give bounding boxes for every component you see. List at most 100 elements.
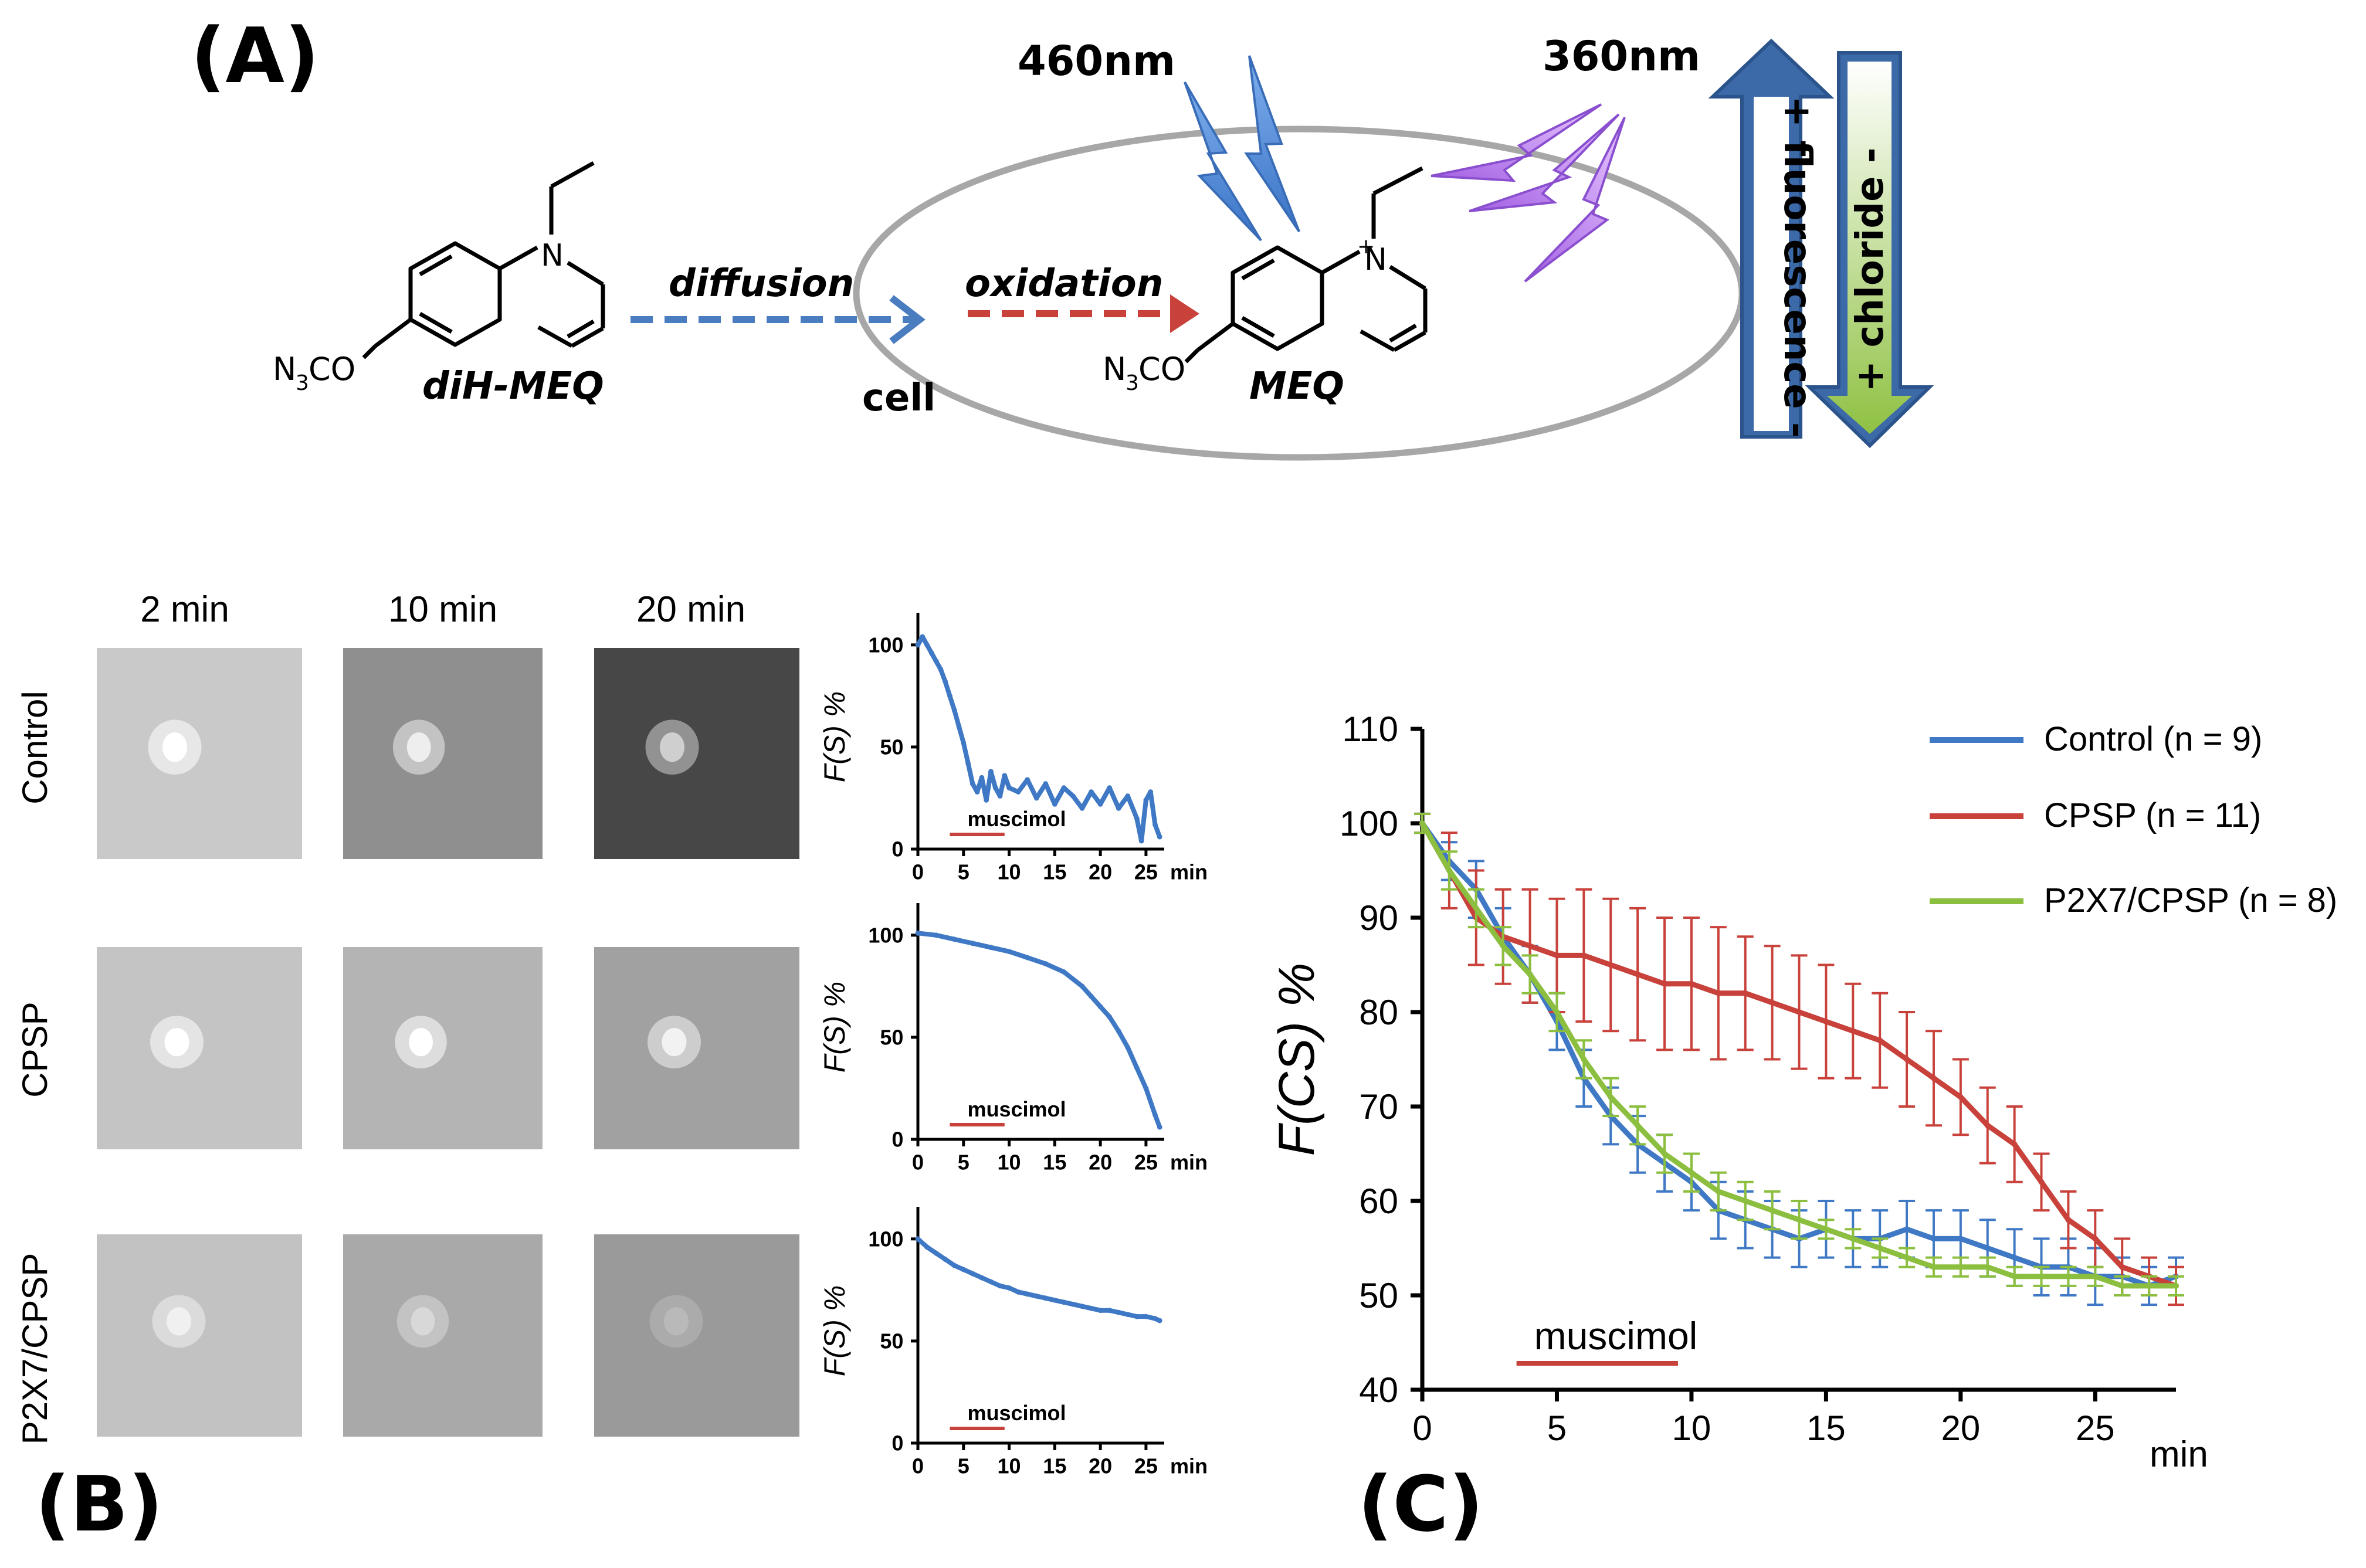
micrograph-control-2min [97,648,302,859]
mini-chart-cpsp: 0 5 10 15 20 25 min 0 50 100 F(S) % muscimol [818,903,1208,1175]
data-point [1446,867,1452,874]
meq-ring-n: N [1364,242,1387,277]
meq-structure [1184,166,1428,364]
micrograph-p2x7-cpsp-20min [594,1234,799,1437]
cell-spot [662,1028,687,1057]
data-point [1052,802,1057,807]
data-point [1984,1245,1991,1251]
x-tick-label: 25 [1134,860,1158,884]
data-point [2011,1273,2018,1279]
cell-spot [406,732,431,762]
data-point [1796,1217,1802,1223]
data-point [1006,785,1012,790]
y-tick-label: 100 [868,923,903,947]
fluorescence-arrow-label: + fluorescence - [1775,96,1819,437]
panel-b: 2 min 10 min 20 min Control CPSP P2X7/CP… [15,589,1208,1549]
y-tick-label: 100 [1340,804,1398,843]
data-point [956,724,962,729]
x-tick-label: 10 [1672,1409,1711,1448]
micrograph-control-20min [594,648,799,859]
x-tick-label: 20 [1089,1150,1112,1175]
micrograph-cpsp-10min [343,947,543,1149]
data-point [997,1283,1003,1289]
x-unit-label: min [1170,1150,1208,1175]
y-axis-label: F(S) % [818,982,851,1073]
data-point [2038,1273,2045,1279]
data-point [1931,1236,1937,1242]
data-point [1904,1056,1910,1063]
data-point [1043,781,1049,786]
azide-n: N [1103,351,1126,388]
emission-bolts-icon [1184,55,1300,242]
y-tick-label: 50 [880,1026,903,1050]
azide-n: N [273,351,296,388]
series-line [916,1237,1161,1323]
x-tick-label: 0 [912,1150,924,1175]
oxidation-arrow [968,294,1199,333]
x-tick-label: 10 [998,1150,1021,1175]
data-point [1089,789,1094,795]
panel-b-letter: (B) [35,1460,163,1549]
azide-co: CO [1138,351,1185,388]
series-2 [1414,812,2184,1297]
excitation-bolts-icon [1431,103,1626,283]
emission-wavelength: 460nm [1018,37,1175,85]
data-point [1107,1014,1113,1020]
data-point [970,1271,975,1277]
data-point [1157,1318,1162,1323]
y-tick-label: 0 [892,837,903,861]
data-point [1097,1308,1103,1314]
y-tick-label: 50 [880,1329,903,1353]
data-point [1957,1264,1964,1270]
meq-substituent: N 3 CO [1103,351,1185,395]
data-point [992,785,998,790]
data-point [1143,1085,1149,1091]
data-point [1061,785,1067,790]
legend-entry-2: P2X7/CPSP (n = 8) [1930,881,2337,919]
data-point [1070,793,1076,799]
data-point [988,1279,994,1285]
data-point [1138,838,1144,844]
mini-chart-p2x7-cpsp: 0 5 10 15 20 25 min 0 50 100 F(S) % muscimol [818,1207,1208,1478]
chart-c: 0 5 10 15 20 25 min 40 50 60 70 80 90 100 110 F(CS) % mu… [1269,710,2337,1475]
data-point [1715,990,1721,996]
series-0 [915,1236,1162,1323]
x-tick-label: 20 [1089,860,1112,884]
data-point [1116,1309,1121,1315]
data-point [1025,777,1031,783]
data-point [1581,952,1587,959]
data-point [1125,1312,1131,1318]
col-header-10min: 10 min [388,589,497,630]
data-point [1688,980,1694,987]
x-tick-label: 25 [1134,1454,1158,1478]
legend-label: P2X7/CPSP (n = 8) [2044,881,2337,919]
data-point [1097,1004,1103,1010]
data-point [1134,1065,1140,1071]
y-tick-label: 60 [1359,1182,1398,1221]
data-point [961,1267,967,1272]
data-point [1742,990,1748,996]
y-tick-label: 100 [868,1227,903,1251]
data-point [988,769,994,775]
panel-a-letter: (A) [191,11,319,100]
x-unit-label: min [2150,1434,2208,1475]
series-0 [915,634,1162,844]
data-point [1931,1075,1937,1081]
data-point [2092,1273,2099,1279]
data-point [1116,805,1121,811]
series-0 [915,930,1162,1130]
dih-meq-ring-n: N [541,238,564,273]
data-point [2011,1254,2018,1261]
data-point [965,761,971,766]
data-point [979,775,985,780]
data-point [1527,971,1533,978]
data-point [924,1244,930,1250]
data-point [1608,962,1614,968]
x-tick-label: 25 [2076,1409,2115,1448]
data-point [951,1262,957,1268]
data-point [1025,955,1031,961]
x-tick-label: 20 [1941,1409,1980,1448]
legend-label: Control (n = 9) [2044,720,2262,758]
data-point [1033,795,1039,801]
